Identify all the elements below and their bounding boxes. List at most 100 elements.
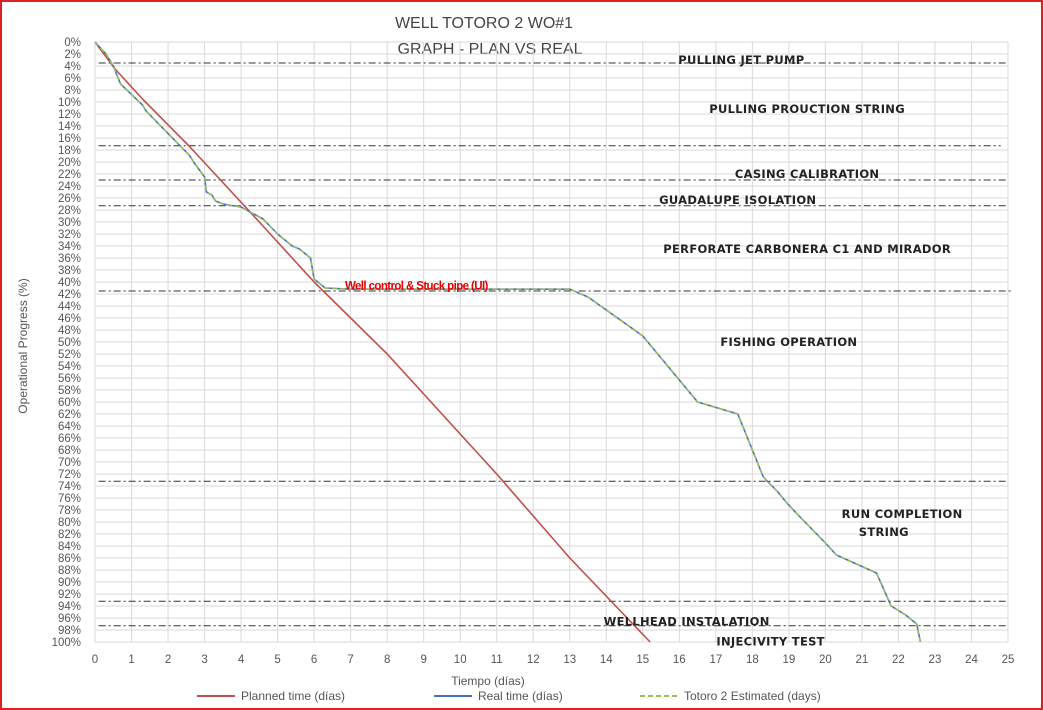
- x-tick-label: 2: [165, 654, 171, 666]
- legend: Planned time (días) Real time (días) Totor…: [197, 689, 821, 703]
- x-tick-label: 1: [128, 654, 134, 666]
- phase-label: STRING: [859, 525, 909, 539]
- y-tick-label: 64%: [58, 421, 81, 433]
- x-tick-label: 13: [563, 654, 576, 666]
- y-tick-label: 2%: [64, 49, 81, 61]
- y-tick-label: 100%: [52, 637, 81, 649]
- y-tick-label: 46%: [58, 313, 81, 325]
- x-tick-label: 5: [274, 654, 280, 666]
- y-tick-label: 82%: [58, 529, 81, 541]
- y-axis-label: Operational Progress (%): [16, 278, 30, 413]
- phase-label: PERFORATE CARBONERA C1 AND MIRADOR: [663, 242, 951, 256]
- phase-labels: PULLING JET PUMP PULLING PROUCTION STRING…: [604, 53, 963, 648]
- phase-label: CASING CALIBRATION: [735, 167, 879, 181]
- y-tick-label: 68%: [58, 445, 81, 457]
- phase-label: PULLING JET PUMP: [678, 53, 804, 67]
- y-tick-label: 92%: [58, 589, 81, 601]
- x-tick-label: 22: [892, 654, 905, 666]
- x-tick-label: 11: [491, 654, 503, 666]
- y-tick-label: 36%: [58, 253, 81, 265]
- y-tick-label: 60%: [58, 397, 81, 409]
- x-tick-label: 19: [782, 654, 795, 666]
- y-tick-label: 34%: [58, 241, 81, 253]
- annotations: Well control & Stuck pipe (UI): [345, 281, 489, 293]
- y-tick-label: 78%: [58, 505, 81, 517]
- phase-label: FISHING OPERATION: [720, 335, 857, 349]
- y-tick-label: 16%: [58, 133, 81, 145]
- y-axis-ticks: 0%2%4%6%8%10%12%14%16%18%20%22%24%26%28%…: [52, 37, 81, 649]
- y-tick-label: 4%: [64, 61, 81, 73]
- x-tick-label: 16: [673, 654, 686, 666]
- x-tick-label: 10: [454, 654, 467, 666]
- y-tick-label: 94%: [58, 601, 81, 613]
- y-tick-label: 18%: [58, 145, 81, 157]
- x-tick-label: 24: [965, 654, 978, 666]
- y-tick-label: 54%: [58, 361, 81, 373]
- y-tick-label: 96%: [58, 613, 81, 625]
- x-tick-label: 4: [238, 654, 245, 666]
- annotation-label: Well control & Stuck pipe (UI): [345, 281, 489, 293]
- grid: [94, 41, 1009, 643]
- y-tick-label: 28%: [58, 205, 81, 217]
- y-tick-label: 38%: [58, 265, 81, 277]
- y-tick-label: 80%: [58, 517, 81, 529]
- y-tick-label: 90%: [58, 577, 81, 589]
- legend-label: Planned time (días): [241, 689, 345, 703]
- x-tick-label: 14: [600, 654, 613, 666]
- x-tick-label: 3: [201, 654, 207, 666]
- y-tick-label: 84%: [58, 541, 81, 553]
- chart-title-line-1: WELL TOTORO 2 WO#1: [395, 15, 573, 32]
- x-tick-label: 18: [746, 654, 759, 666]
- y-tick-label: 98%: [58, 625, 81, 637]
- y-tick-label: 56%: [58, 373, 81, 385]
- y-tick-label: 50%: [58, 337, 81, 349]
- x-tick-label: 15: [636, 654, 649, 666]
- y-tick-label: 32%: [58, 229, 81, 241]
- y-tick-label: 24%: [58, 181, 81, 193]
- phase-label: GUADALUPE ISOLATION: [659, 193, 816, 207]
- y-tick-label: 0%: [64, 37, 81, 49]
- x-tick-label: 12: [527, 654, 540, 666]
- y-tick-label: 88%: [58, 565, 81, 577]
- series-lines: [94, 41, 922, 643]
- y-tick-label: 42%: [58, 289, 81, 301]
- y-tick-label: 66%: [58, 433, 81, 445]
- x-tick-label: 17: [709, 654, 722, 666]
- y-tick-label: 8%: [64, 85, 81, 97]
- y-tick-label: 14%: [58, 121, 81, 133]
- x-tick-label: 6: [311, 654, 317, 666]
- legend-label: Real time (días): [478, 689, 563, 703]
- x-tick-label: 23: [929, 654, 942, 666]
- chart-title-line-2: GRAPH - PLAN VS REAL: [398, 41, 583, 58]
- x-tick-label: 20: [819, 654, 832, 666]
- y-tick-label: 48%: [58, 325, 81, 337]
- x-tick-label: 9: [420, 654, 426, 666]
- x-tick-label: 7: [347, 654, 353, 666]
- y-tick-label: 12%: [58, 109, 81, 121]
- y-tick-label: 30%: [58, 217, 81, 229]
- x-tick-label: 8: [384, 654, 390, 666]
- y-tick-label: 86%: [58, 553, 81, 565]
- legend-label: Totoro 2 Estimated (days): [684, 689, 821, 703]
- y-tick-label: 52%: [58, 349, 81, 361]
- y-tick-label: 58%: [58, 385, 81, 397]
- x-tick-label: 0: [92, 654, 98, 666]
- y-tick-label: 44%: [58, 301, 81, 313]
- y-tick-label: 20%: [58, 157, 81, 169]
- phase-label: RUN COMPLETION: [842, 507, 963, 521]
- y-tick-label: 72%: [58, 469, 81, 481]
- x-axis-label: Tiempo (días): [451, 674, 525, 688]
- phase-label: INJECIVITY TEST: [716, 634, 824, 648]
- y-tick-label: 76%: [58, 493, 81, 505]
- y-tick-label: 70%: [58, 457, 81, 469]
- phase-separator-lines: [98, 62, 1012, 627]
- y-tick-label: 10%: [58, 97, 81, 109]
- y-tick-label: 62%: [58, 409, 81, 421]
- y-tick-label: 74%: [58, 481, 81, 493]
- x-tick-label: 21: [856, 654, 869, 666]
- x-tick-label: 25: [1002, 654, 1015, 666]
- x-axis-ticks: 0 1 2 3 4 5 6 7 8 9 10 11 12 13 14 15 16 17 18 19 20 21 22 23 24…: [92, 654, 1015, 666]
- series-line-0: [94, 41, 651, 643]
